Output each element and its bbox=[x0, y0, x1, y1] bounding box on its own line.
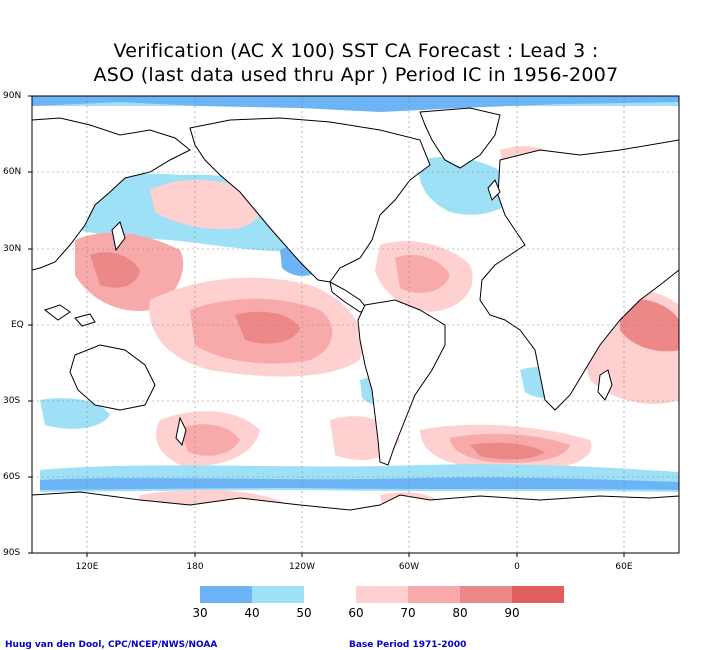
legend-label-60: 60 bbox=[348, 606, 364, 620]
map-title-line1: Verification (AC X 100) SST CA Forecast … bbox=[113, 40, 599, 62]
legend-label-40: 40 bbox=[244, 606, 260, 620]
legend-swatch-80-90 bbox=[460, 586, 512, 603]
grid-lines bbox=[32, 96, 679, 553]
legend-label-30: 30 bbox=[192, 606, 208, 620]
lon-label-60w: 60W bbox=[398, 562, 420, 572]
axis-ticks bbox=[28, 95, 625, 557]
legend-label-50: 50 bbox=[296, 606, 312, 620]
legend-swatch-70-80 bbox=[408, 586, 460, 603]
lon-label-120w: 120W bbox=[288, 562, 316, 572]
legend-label-90: 90 bbox=[504, 606, 520, 620]
legend-swatch-50-60 bbox=[304, 586, 356, 603]
lat-label-90s: 90S bbox=[3, 548, 21, 558]
lat-label-30n: 30N bbox=[3, 244, 22, 254]
legend-label-80: 80 bbox=[452, 606, 468, 620]
lat-label-60n: 60N bbox=[3, 167, 22, 177]
legend-swatch-60-70 bbox=[356, 586, 408, 603]
lon-label-0: 0 bbox=[514, 562, 520, 572]
lon-label-60e: 60E bbox=[615, 562, 633, 572]
sst-field bbox=[32, 96, 679, 532]
lat-label-90n: 90N bbox=[3, 91, 22, 101]
legend-swatch-40-50 bbox=[252, 586, 304, 603]
footer-base-period: Base Period 1971-2000 bbox=[349, 640, 467, 650]
map-title-line2: ASO (last data used thru Apr ) Period IC… bbox=[93, 64, 619, 86]
legend-swatch-90-plus bbox=[512, 586, 564, 603]
lat-label-30s: 30S bbox=[3, 396, 21, 406]
footer-credit: Huug van den Dool, CPC/NCEP/NWS/NOAA bbox=[5, 640, 218, 650]
lon-label-120e: 120E bbox=[75, 562, 99, 572]
legend-swatch-30-40 bbox=[200, 586, 252, 603]
lat-label-eq: EQ bbox=[11, 320, 24, 330]
lon-label-180: 180 bbox=[186, 562, 204, 572]
lat-label-60s: 60S bbox=[3, 472, 21, 482]
legend-label-70: 70 bbox=[400, 606, 416, 620]
